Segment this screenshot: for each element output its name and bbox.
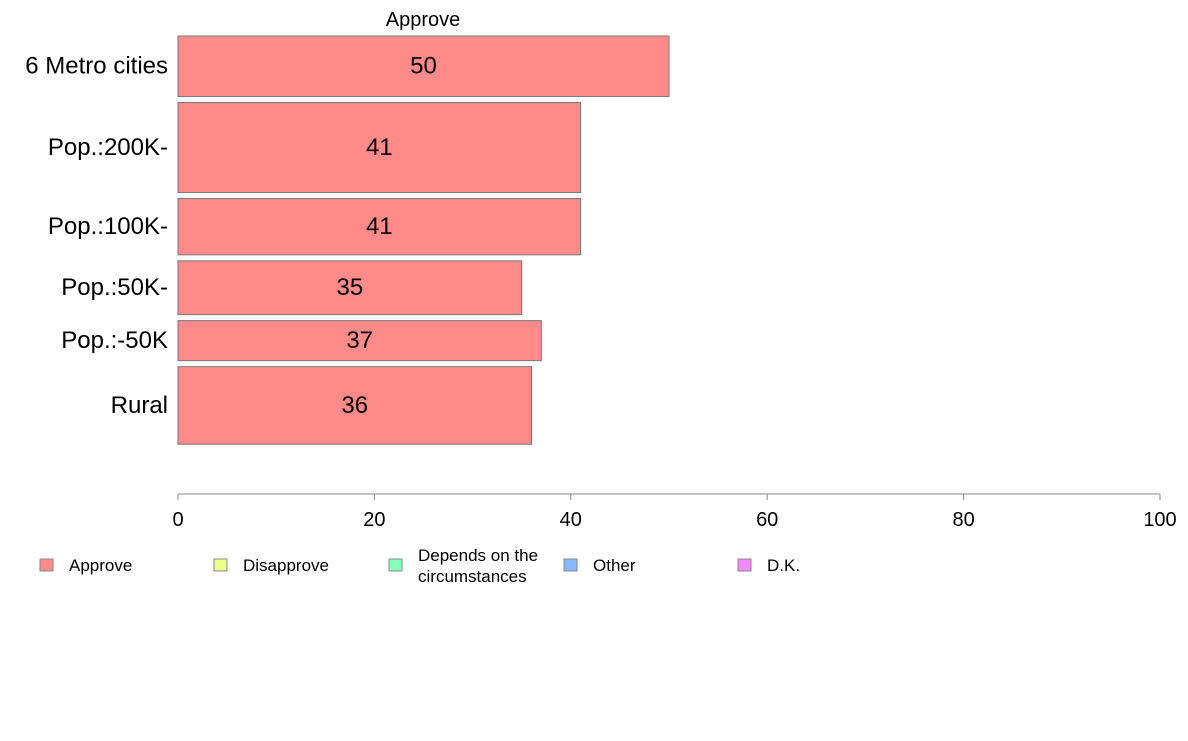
legend-swatch bbox=[213, 558, 228, 572]
bar-2 bbox=[177, 101, 582, 194]
data-label: 37 bbox=[346, 327, 373, 354]
legend-label: Disapprove bbox=[243, 556, 329, 575]
x-tick-label: 60 bbox=[756, 509, 778, 531]
legend-swatch bbox=[388, 558, 403, 572]
bar-3 bbox=[177, 198, 582, 256]
category-label: Rural bbox=[111, 392, 168, 419]
legend: Approve Disapprove Depends on the circumsta… bbox=[39, 546, 800, 586]
legend-swatch bbox=[737, 558, 752, 572]
data-label: 41 bbox=[366, 134, 393, 161]
category-label: Pop.:-50K bbox=[61, 327, 168, 354]
bar-5 bbox=[177, 320, 542, 362]
x-axis: 0 20 40 60 80 100 bbox=[172, 493, 1177, 531]
legend-label: Depends on the circumstances bbox=[418, 546, 538, 586]
x-tick-label: 0 bbox=[172, 509, 183, 531]
bar-4 bbox=[177, 260, 523, 316]
bars-layer: 6 Metro cities 50 Pop.:200K- 41 Pop.:100K- 41… bbox=[25, 35, 670, 445]
category-label: Pop.:50K- bbox=[61, 274, 168, 301]
bar-1 bbox=[177, 35, 670, 97]
legend-label: Approve bbox=[69, 556, 132, 575]
x-tick-label: 100 bbox=[1143, 509, 1176, 531]
data-label: 36 bbox=[341, 392, 368, 419]
category-label: 6 Metro cities bbox=[25, 53, 168, 80]
x-tick-label: 40 bbox=[560, 509, 582, 531]
legend-label: D.K. bbox=[767, 556, 800, 575]
legend-swatch bbox=[39, 558, 54, 572]
x-tick-label: 20 bbox=[363, 509, 385, 531]
bar-6 bbox=[177, 366, 533, 445]
category-label: Pop.:100K- bbox=[48, 213, 168, 240]
panel-title: Approve bbox=[386, 9, 461, 31]
data-label: 41 bbox=[366, 213, 393, 240]
x-tick-label: 80 bbox=[952, 509, 974, 531]
legend-label: Other bbox=[593, 556, 636, 575]
category-label: Pop.:200K- bbox=[48, 134, 168, 161]
legend-swatch bbox=[563, 558, 578, 572]
data-label: 50 bbox=[410, 53, 437, 80]
data-label: 35 bbox=[336, 274, 363, 301]
